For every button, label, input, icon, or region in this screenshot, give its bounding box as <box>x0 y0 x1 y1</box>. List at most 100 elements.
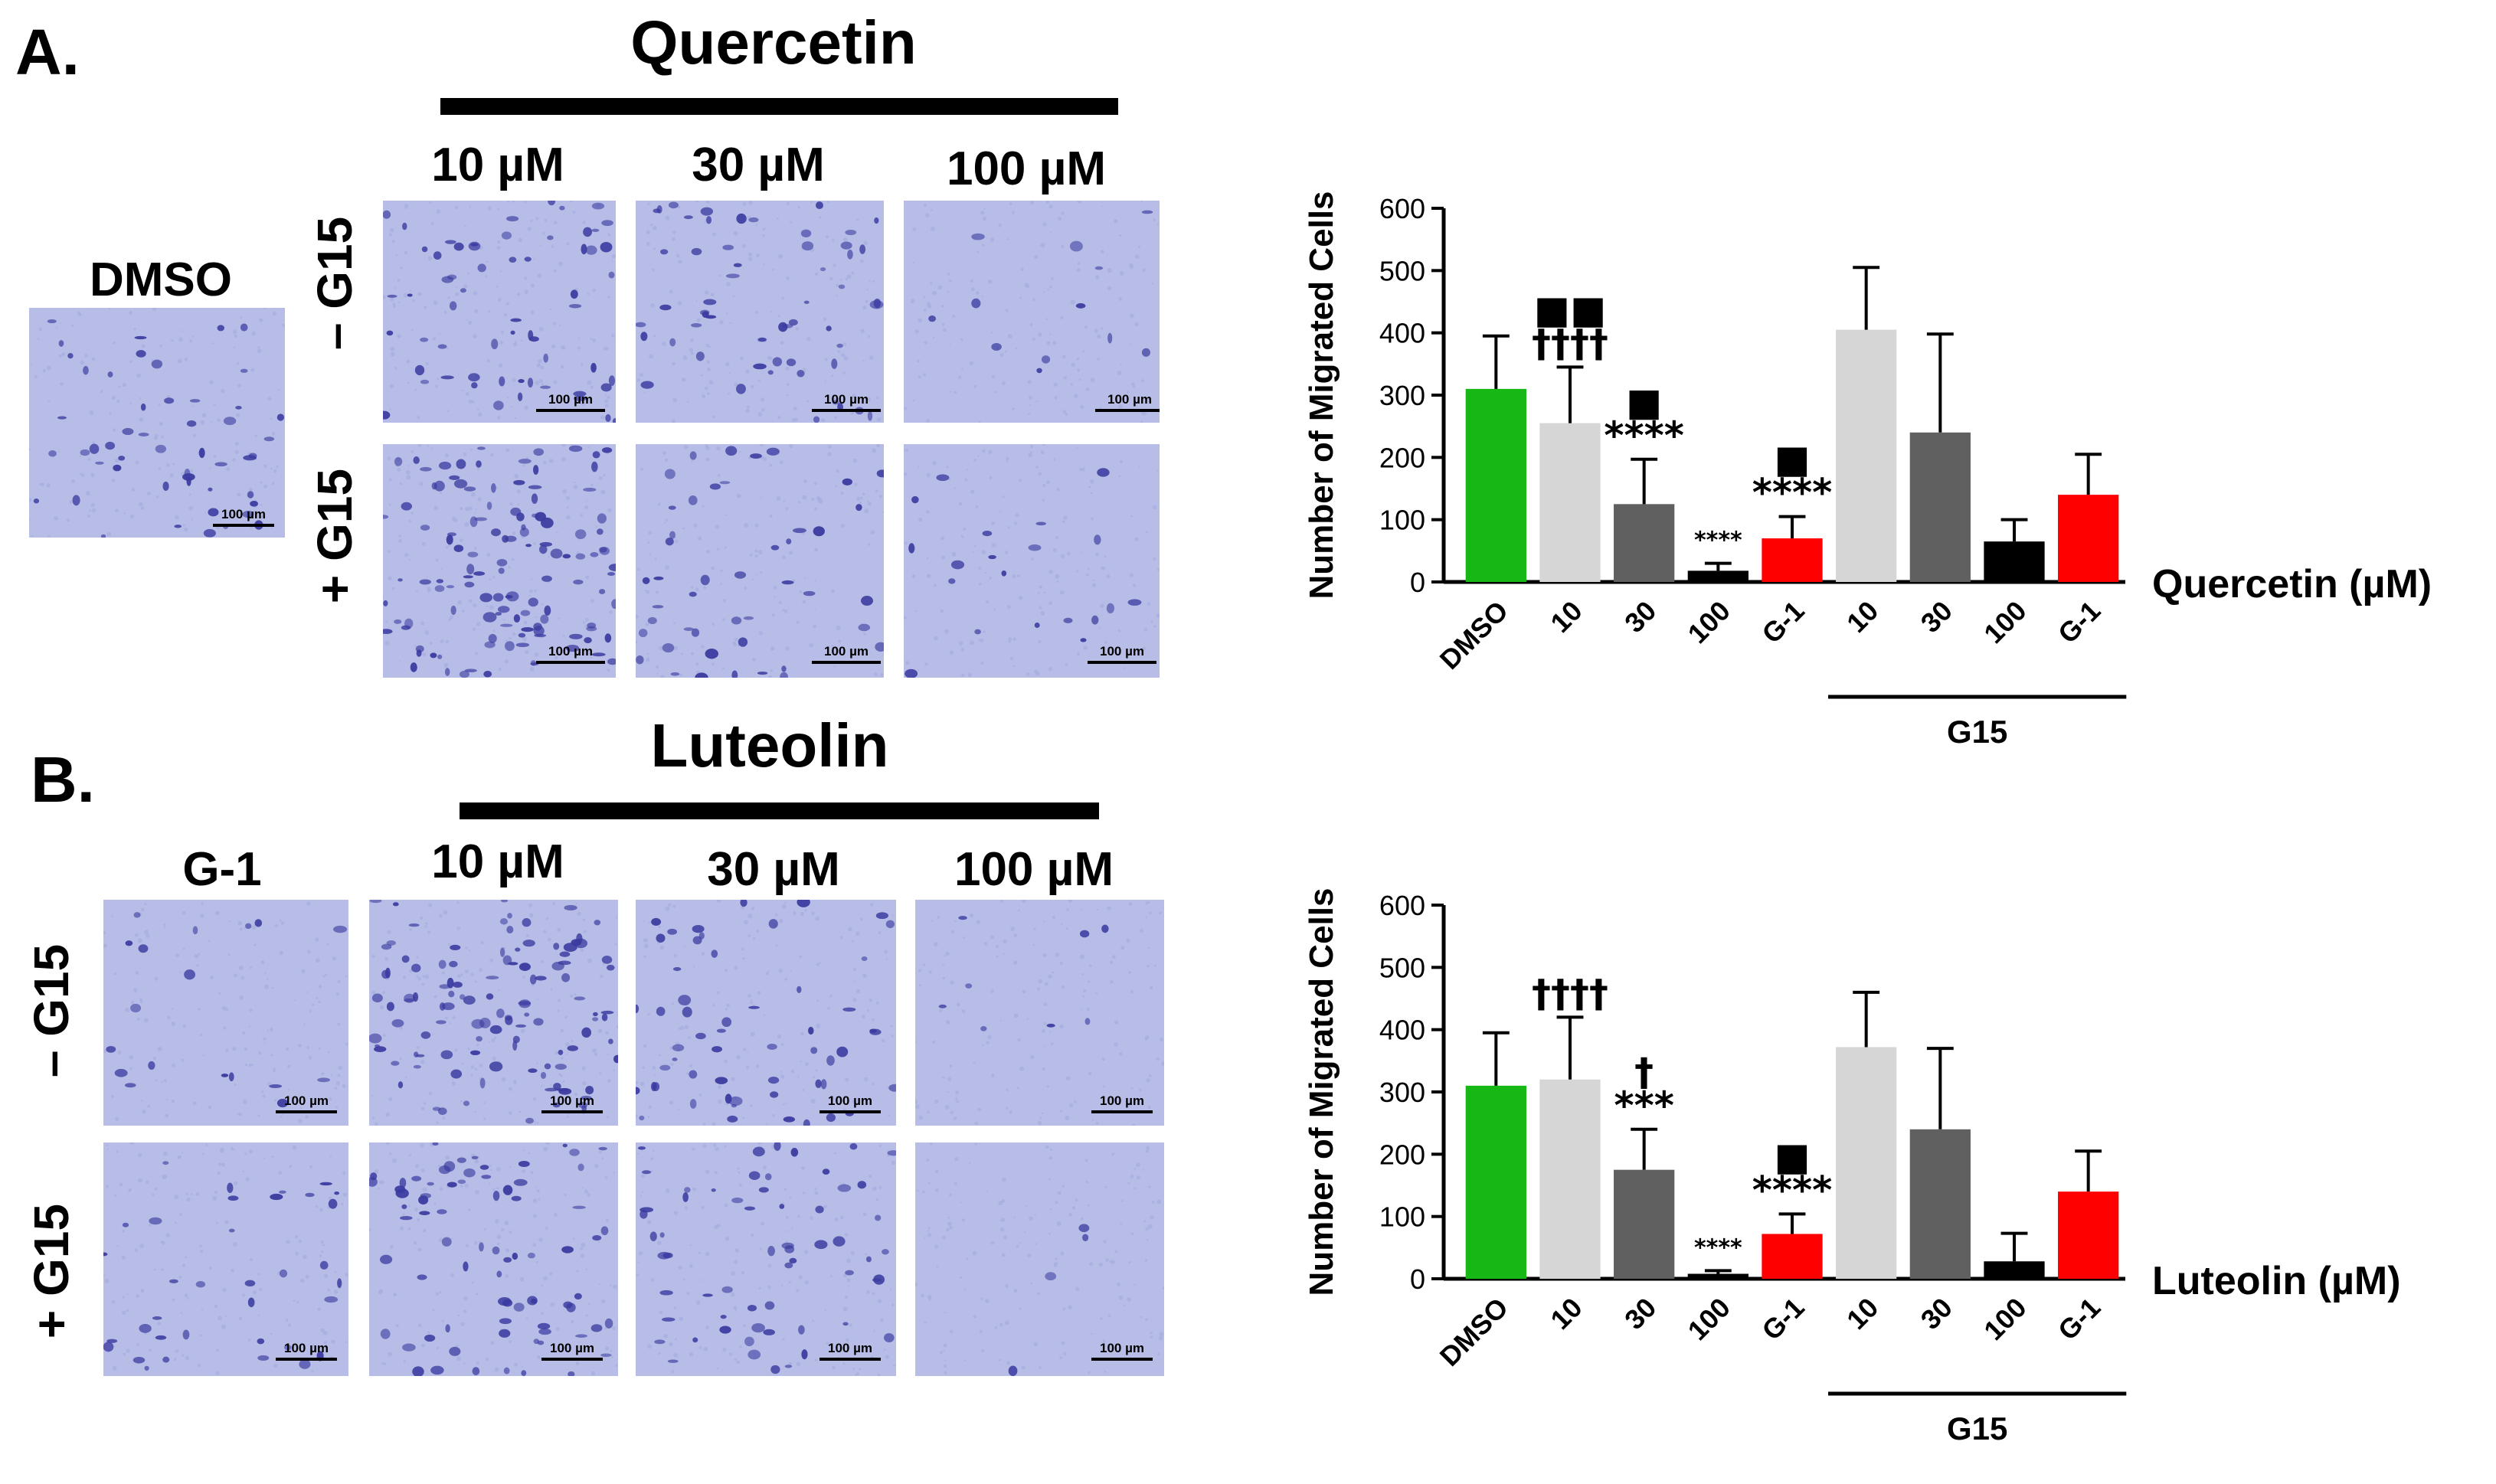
y-axis-label: Number of Migrated Cells <box>1303 191 1340 600</box>
micrograph: 100 µm <box>636 1142 896 1376</box>
micrograph: 100 µm <box>636 900 896 1126</box>
x-tick-label: G-1 <box>1755 1292 1810 1346</box>
scale-bar: 100 µm <box>1088 644 1156 664</box>
bar <box>1687 570 1749 582</box>
micrograph: 100 µm <box>103 900 348 1126</box>
micrograph-texture <box>904 201 1160 423</box>
bar <box>2058 1191 2119 1279</box>
panel-a-conc-10: 10 µM <box>431 139 564 191</box>
bar <box>1539 423 1601 582</box>
bar <box>1984 541 2045 582</box>
scale-bar: 100 µm <box>536 644 605 664</box>
bar <box>2058 495 2119 582</box>
micrograph-texture <box>636 1142 896 1376</box>
micrograph-texture <box>103 1142 348 1376</box>
x-tick-label: DMSO <box>1434 1292 1514 1372</box>
scale-bar: 100 µm <box>1091 1093 1153 1113</box>
panel-b-conc-100: 100 µM <box>954 843 1114 896</box>
scale-bar: 100 µm <box>276 1093 337 1113</box>
panel-a-row-plus-g15: + G15 <box>307 468 362 604</box>
bar <box>1687 1273 1749 1279</box>
y-tick-label: 0 <box>1410 1263 1425 1295</box>
scale-bar: 100 µm <box>1095 392 1160 412</box>
scale-bar: 100 µm <box>819 1093 881 1113</box>
micrograph-texture <box>369 1142 618 1376</box>
micrograph-texture <box>369 900 618 1126</box>
significance-mark: †††† <box>1532 971 1608 1015</box>
panel-b-letter: B. <box>31 744 95 816</box>
bar <box>1614 504 1675 582</box>
y-tick-label: 400 <box>1379 318 1425 349</box>
x-tick-label: 100 <box>1977 595 2032 649</box>
panel-a-letter: A. <box>15 16 80 88</box>
y-tick-label: 300 <box>1379 380 1425 411</box>
scale-bar: 100 µm <box>536 392 605 412</box>
micrograph: 100 µm <box>636 201 884 423</box>
y-tick-label: 400 <box>1379 1015 1425 1046</box>
chart-quercetin: 0 100 200 300 400 500 600 Number of Migrated Ce… <box>1271 153 2496 781</box>
panel-b-conc-30: 30 µM <box>707 843 840 896</box>
panel-a-compound-title: Quercetin <box>630 8 917 77</box>
y-axis-label: Number of Migrated Cells <box>1303 888 1340 1296</box>
x-tick-label: 30 <box>1618 1292 1662 1335</box>
x-axis-label: Luteolin (µM) <box>2152 1259 2401 1303</box>
chart-luteolin: 0 100 200 300 400 500 600 Number of Migrated Ce… <box>1271 850 2496 1484</box>
micrograph-texture <box>29 308 285 538</box>
panel-b-row-plus-g15: + G15 <box>24 1203 79 1339</box>
bar <box>1465 1085 1526 1279</box>
x-axis-label: Quercetin (µM) <box>2152 562 2432 606</box>
panel-a-conc-30: 30 µM <box>692 139 825 191</box>
bar <box>1762 1234 1823 1279</box>
micrograph-texture <box>636 201 884 423</box>
bar <box>1984 1261 2045 1279</box>
bar <box>1836 1047 1897 1279</box>
micrograph-texture <box>103 900 348 1126</box>
significance-mark: *** <box>1614 1084 1673 1128</box>
significance-mark: ■ <box>1774 1134 1810 1178</box>
micrograph: 100 µm <box>383 444 616 678</box>
y-tick-label: 0 <box>1410 567 1425 598</box>
micrograph: 100 µm <box>103 1142 348 1376</box>
micrograph: 100 µm <box>383 201 616 423</box>
significance-mark: †††† <box>1532 321 1608 365</box>
x-tick-label: 100 <box>1977 1292 2032 1346</box>
panel-b-compound-title: Luteolin <box>650 711 889 780</box>
x-tick-label: 10 <box>1840 1292 1884 1335</box>
x-tick-label: G-1 <box>2052 1292 2106 1346</box>
micrograph: 100 µm <box>915 1142 1164 1376</box>
micrograph: 100 µm <box>904 444 1160 678</box>
micrograph-texture <box>383 201 616 423</box>
micrograph: 100 µm <box>369 900 618 1126</box>
panel-a-title-rule <box>440 98 1118 115</box>
bar <box>1539 1079 1601 1279</box>
x-tick-label: 30 <box>1915 1292 1958 1335</box>
micrograph-texture <box>383 444 616 678</box>
micrograph: 100 µm <box>369 1142 618 1376</box>
micrograph-texture <box>915 1142 1164 1376</box>
group-label: G15 <box>1947 714 2007 750</box>
scale-bar: 100 µm <box>812 644 881 664</box>
micrograph: 100 µm <box>904 201 1160 423</box>
micrograph: 100 µm <box>915 900 1164 1126</box>
micrograph-texture <box>904 444 1160 678</box>
y-tick-label: 600 <box>1379 193 1425 224</box>
y-tick-label: 600 <box>1379 890 1425 921</box>
y-tick-label: 300 <box>1379 1077 1425 1108</box>
micrograph-texture <box>915 900 1164 1126</box>
x-tick-label: 10 <box>1544 595 1588 639</box>
scale-bar: 100 µm <box>812 392 881 412</box>
significance-mark: **** <box>1752 471 1833 515</box>
x-tick-label: G-1 <box>1755 595 1810 649</box>
y-tick-label: 500 <box>1379 952 1425 983</box>
micrograph: 100 µm <box>636 444 884 678</box>
significance-mark: ■ <box>1626 380 1662 424</box>
micrograph-texture <box>636 900 896 1126</box>
panel-a-conc-100: 100 µM <box>946 142 1107 195</box>
panel-a-row-minus-g15: – G15 <box>307 216 362 351</box>
scale-bar: 100 µm <box>819 1341 881 1361</box>
y-tick-label: 100 <box>1379 1201 1425 1233</box>
bar <box>1909 432 1971 582</box>
micrograph: 100 µm <box>29 308 285 538</box>
micrograph-texture <box>636 444 884 678</box>
scale-bar: 100 µm <box>213 507 274 527</box>
